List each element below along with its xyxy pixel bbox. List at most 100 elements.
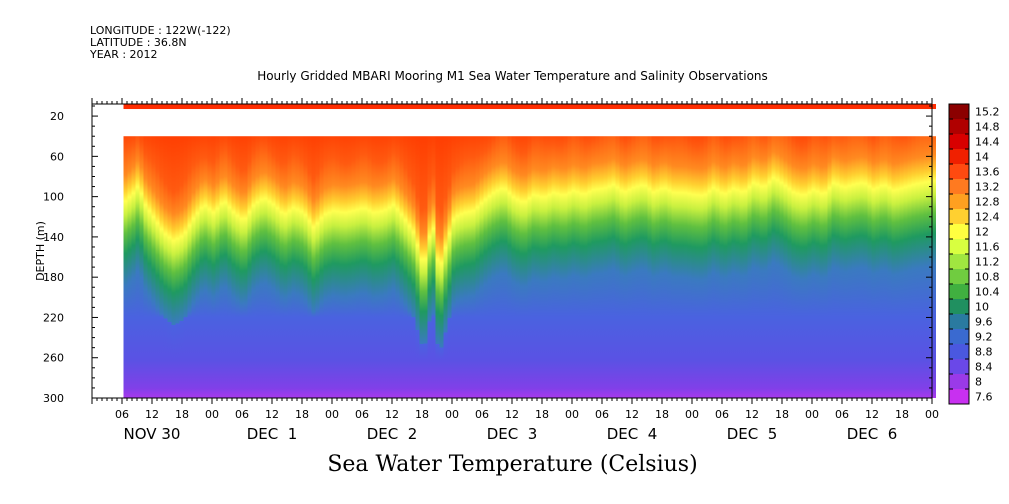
- field-column: [579, 104, 585, 398]
- field-column: [815, 104, 821, 398]
- field-column: [891, 104, 897, 398]
- colorbar-label: 12: [975, 226, 989, 239]
- y-tick-label: 100: [43, 191, 64, 204]
- field-column: [447, 104, 453, 398]
- x-tick-label: 12: [625, 408, 639, 421]
- colorbar-swatch: [949, 359, 969, 375]
- missing-data-band: [123, 109, 936, 137]
- field-column: [267, 104, 273, 398]
- field-column: [687, 104, 693, 398]
- colorbar-swatch: [949, 164, 969, 180]
- x-tick-label: 06: [235, 408, 249, 421]
- field-column: [171, 104, 177, 398]
- chart-title: Hourly Gridded MBARI Mooring M1 Sea Wate…: [257, 69, 768, 83]
- x-tick-label: 12: [865, 408, 879, 421]
- colorbar-label: 12.4: [975, 211, 1000, 224]
- colorbar-label: 7.6: [975, 391, 993, 404]
- field-column: [679, 104, 685, 398]
- colorbar-label: 15.2: [975, 106, 1000, 119]
- field-column: [239, 104, 245, 398]
- field-column: [543, 104, 549, 398]
- x-day-label: DEC 4: [607, 425, 658, 443]
- field-column: [547, 104, 553, 398]
- field-column: [883, 104, 889, 398]
- field-column: [459, 104, 465, 398]
- field-column: [859, 104, 865, 398]
- x-day-label: DEC 3: [487, 425, 538, 443]
- colorbar-label: 14.8: [975, 121, 1000, 134]
- field-column: [851, 104, 857, 398]
- y-tick-label: 20: [50, 110, 64, 123]
- field-column: [907, 104, 913, 398]
- field-column: [167, 104, 173, 398]
- field-column: [223, 104, 229, 398]
- x-tick-label: 06: [595, 408, 609, 421]
- field-column: [583, 104, 589, 398]
- field-column: [211, 104, 217, 398]
- field-column: [731, 104, 737, 398]
- field-column: [419, 104, 425, 398]
- x-tick-label: 18: [895, 408, 909, 421]
- colorbar-label: 8.8: [975, 346, 993, 359]
- field-column: [379, 104, 385, 398]
- field-column: [587, 104, 593, 398]
- y-tick-label: 260: [43, 352, 64, 365]
- field-column: [307, 104, 313, 398]
- colorbar: 15.2 14.8 14.4 14 13.6 13.2 12.8 12.4 12 11.6 11.2…: [948, 103, 1000, 405]
- colorbar-swatch: [949, 299, 969, 315]
- field-column: [295, 104, 301, 398]
- field-column: [715, 104, 721, 398]
- field-column: [499, 104, 505, 398]
- field-column: [247, 104, 253, 398]
- colorbar-swatch: [949, 149, 969, 165]
- field-column: [179, 104, 185, 398]
- field-column: [363, 104, 369, 398]
- x-tick-label: 12: [265, 408, 279, 421]
- field-column: [527, 104, 533, 398]
- field-column: [539, 104, 545, 398]
- colorbar-swatch: [949, 224, 969, 240]
- colorbar-swatch: [949, 179, 969, 195]
- field-column: [243, 104, 249, 398]
- field-column: [763, 104, 769, 398]
- x-tick-label: 18: [535, 408, 549, 421]
- field-column: [675, 104, 681, 398]
- field-column: [131, 104, 137, 398]
- x-tick-label: 18: [415, 408, 429, 421]
- field-column: [511, 104, 517, 398]
- colorbar-swatch: [949, 314, 969, 330]
- field-column: [619, 104, 625, 398]
- colorbar-swatch: [949, 134, 969, 150]
- field-column: [555, 104, 561, 398]
- x-tick-label: 06: [355, 408, 369, 421]
- field-column: [599, 104, 605, 398]
- x-tick-label: 00: [805, 408, 819, 421]
- field-column: [175, 104, 181, 398]
- colorbar-swatch: [949, 284, 969, 300]
- field-column: [695, 104, 701, 398]
- x-tick-label: 12: [385, 408, 399, 421]
- field-column: [199, 104, 205, 398]
- colorbar-frame: [948, 103, 970, 405]
- colorbar-swatch: [949, 269, 969, 285]
- field-column: [323, 104, 329, 398]
- latitude-label: LATITUDE : 36.8N: [90, 36, 187, 49]
- field-column: [795, 104, 801, 398]
- x-tick-label: 00: [445, 408, 459, 421]
- field-column: [403, 104, 409, 398]
- colorbar-swatch: [949, 119, 969, 135]
- field-column: [303, 104, 309, 398]
- field-column: [863, 104, 869, 398]
- x-tick-label: 18: [295, 408, 309, 421]
- field-column: [919, 104, 925, 398]
- field-column: [451, 104, 457, 398]
- colorbar-swatch: [949, 104, 969, 120]
- field-column: [571, 104, 577, 398]
- field-column: [827, 104, 833, 398]
- field-column: [843, 104, 849, 398]
- field-column: [643, 104, 649, 398]
- field-column: [595, 104, 601, 398]
- field-column: [455, 104, 461, 398]
- temperature-field: [123, 104, 936, 398]
